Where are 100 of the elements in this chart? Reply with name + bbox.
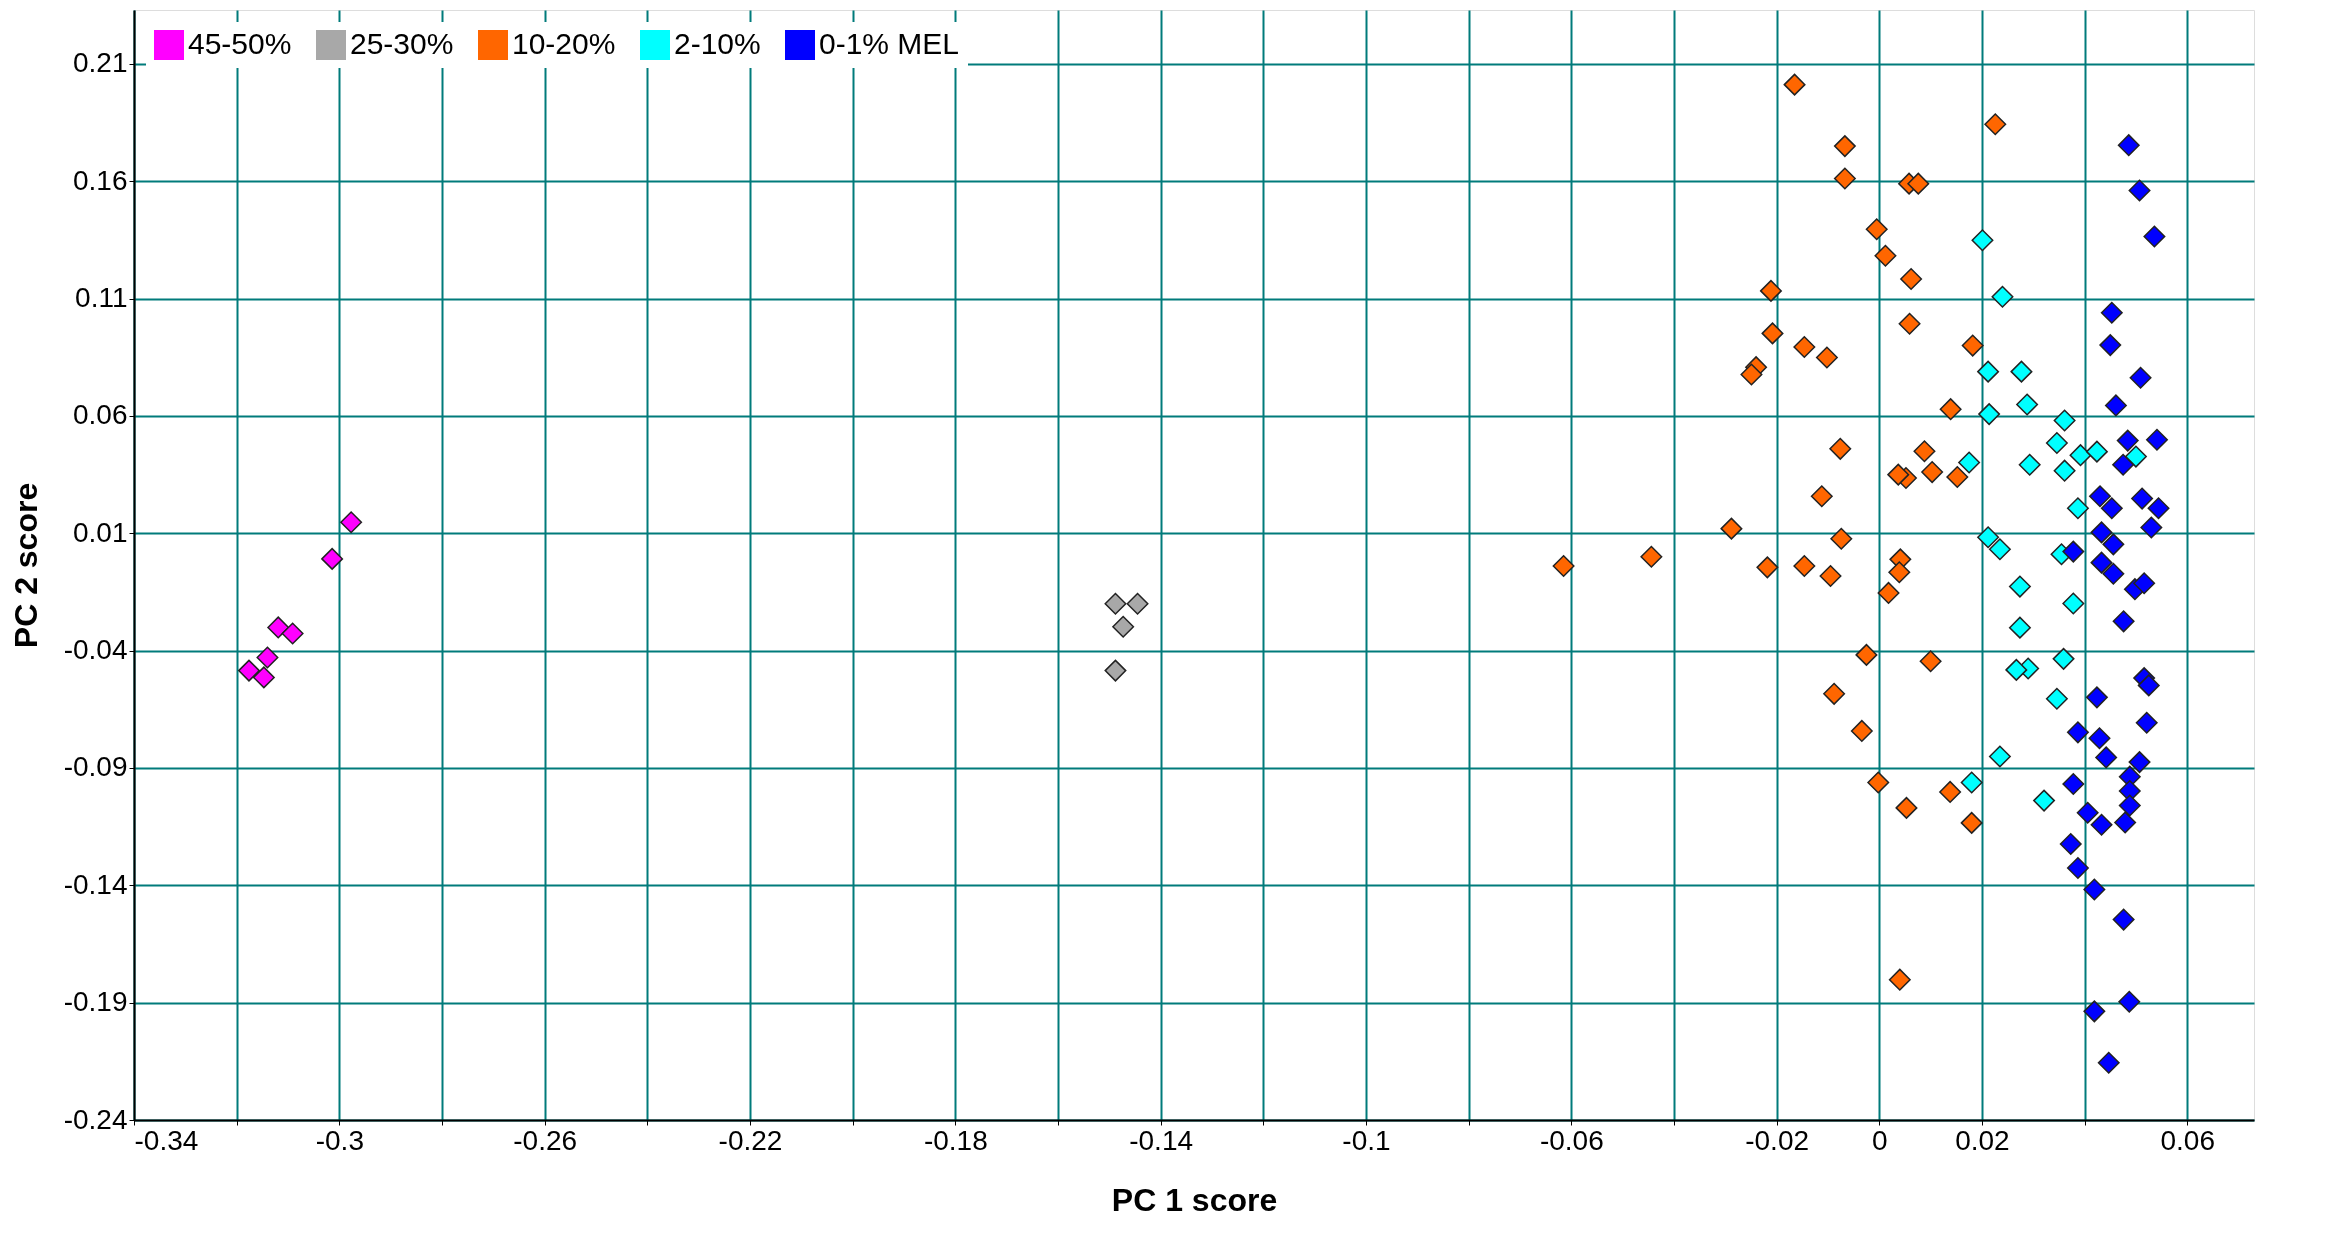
point [1958,451,1981,474]
x-tick-label: -0.18 [923,1124,988,1156]
point [1793,554,1816,577]
point [2114,811,2137,834]
point [1877,581,1900,604]
point [1759,279,1782,302]
point [1898,312,1921,335]
point [1919,650,1942,673]
point [2085,686,2108,709]
point [340,511,363,534]
point [237,659,260,682]
point [1761,322,1784,345]
point [1977,360,2000,383]
legend-label: 0-1% MEL [819,27,960,60]
point [2052,647,2075,670]
point [2016,393,2039,416]
point [1104,592,1127,615]
point [1640,545,1663,568]
point [2053,409,2076,432]
point [2066,721,2089,744]
point [1984,113,2007,136]
point [1783,73,1806,96]
point [1865,218,1888,241]
point [2008,575,2031,598]
point [1740,363,1763,386]
point [2128,751,2151,774]
point [2066,497,2089,520]
x-axis-title: PC 1 score [1111,1181,1278,1218]
point [2066,856,2089,879]
point [2083,878,2106,901]
legend-label: 25-30% [350,27,454,60]
point [1960,771,1983,794]
y-tick-label: -0.04 [63,634,128,666]
x-tick-label: -0.06 [1539,1124,1604,1156]
y-axis-title: PC 2 score [7,482,44,649]
point [2137,674,2160,697]
point [2090,813,2113,836]
point [1855,643,1878,666]
point [1823,682,1846,705]
point [1961,334,1984,357]
x-tick-label: 0.02 [1955,1124,2010,1156]
point [2089,485,2111,508]
point [281,622,304,645]
point [1833,167,1856,190]
point [1819,565,1842,588]
point [2045,687,2068,710]
point [2100,301,2123,324]
point [252,666,275,689]
point [1900,267,1923,290]
point [2059,833,2082,856]
point [1971,229,1994,252]
x-tick-label: -0.22 [718,1124,783,1156]
point [2118,794,2141,817]
y-tick-label: 0.06 [73,399,128,431]
x-tick-label: -0.02 [1745,1124,1810,1156]
y-tick-label: 0.16 [73,164,128,196]
point [1874,244,1897,267]
x-tick-label: -0.14 [1129,1124,1194,1156]
point [1867,771,1890,794]
point [1793,335,1816,358]
point [1756,556,1779,579]
point [2085,440,2108,463]
point [2147,497,2170,520]
point [2100,497,2123,520]
point [1810,485,1833,508]
point [2076,801,2099,824]
y-tick-label: 0.01 [73,516,128,548]
point [2069,444,2092,467]
point [2102,533,2125,556]
point [1978,403,2001,426]
point [1946,466,1969,488]
point [1888,968,1911,991]
y-tick-label: -0.14 [63,868,128,900]
point [2053,459,2076,482]
point [2124,445,2147,468]
point [2062,540,2085,563]
point [1833,135,1856,158]
point [1720,517,1743,540]
point [2131,487,2154,510]
point [2097,1051,2120,1074]
point [1960,811,1983,834]
point [1112,615,1135,638]
point [321,547,344,570]
point [1977,526,2000,549]
point [2112,908,2135,931]
point [256,646,279,669]
point [2099,334,2122,357]
point [1552,554,1575,577]
point [2033,789,2056,812]
point [2088,727,2111,750]
point [1830,527,1853,550]
x-tick-label: -0.1 [1342,1124,1391,1156]
point [1895,796,1918,819]
point [1939,398,1962,421]
point [1907,172,1930,195]
point [2117,134,2140,157]
point [2143,225,2166,248]
point [1939,780,1962,803]
y-tick-label: -0.24 [63,1103,128,1135]
point [2090,521,2113,544]
